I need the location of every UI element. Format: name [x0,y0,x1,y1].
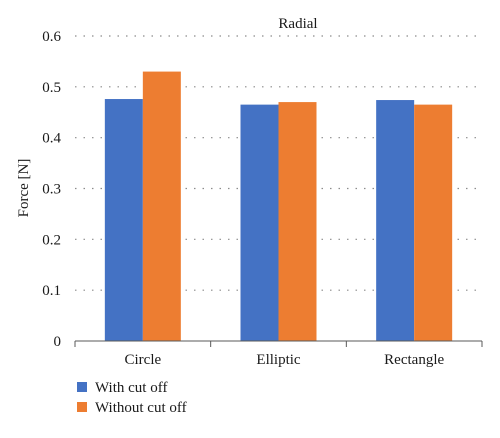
bar-elliptic-series-2 [278,102,317,341]
x-tick-label: Circle [125,352,162,368]
y-tick-label: 0.4 [42,131,61,147]
legend-label: Without cut off [95,400,187,416]
bar-rectangle-series-1 [376,100,415,341]
x-tick-label: Rectangle [384,352,444,368]
legend: With cut off Without cut off [77,380,187,416]
x-axis-ticks: Circle Elliptic Rectangle [74,341,483,368]
y-tick-label: 0.1 [42,283,61,299]
legend-swatch [77,402,87,412]
x-tick-label: Elliptic [256,352,301,368]
legend-swatch [77,382,87,392]
bar-circle-series-2 [142,71,181,341]
y-tick-label: 0.6 [42,29,61,45]
bar-circle-series-1 [104,99,143,342]
bar-elliptic-series-1 [240,104,279,341]
bars [104,71,453,342]
y-axis-label: Force [N] [16,159,32,218]
y-tick-label: 0 [54,334,62,350]
bar-rectangle-series-2 [414,104,453,341]
y-tick-label: 0.3 [42,182,61,198]
y-tick-label: 0.5 [42,80,61,96]
chart-title: Radial [278,16,317,32]
y-axis-ticks: 0 0.1 0.2 0.3 0.4 0.5 0.6 [42,29,61,350]
legend-label: With cut off [95,380,167,396]
y-tick-label: 0.2 [42,232,61,248]
